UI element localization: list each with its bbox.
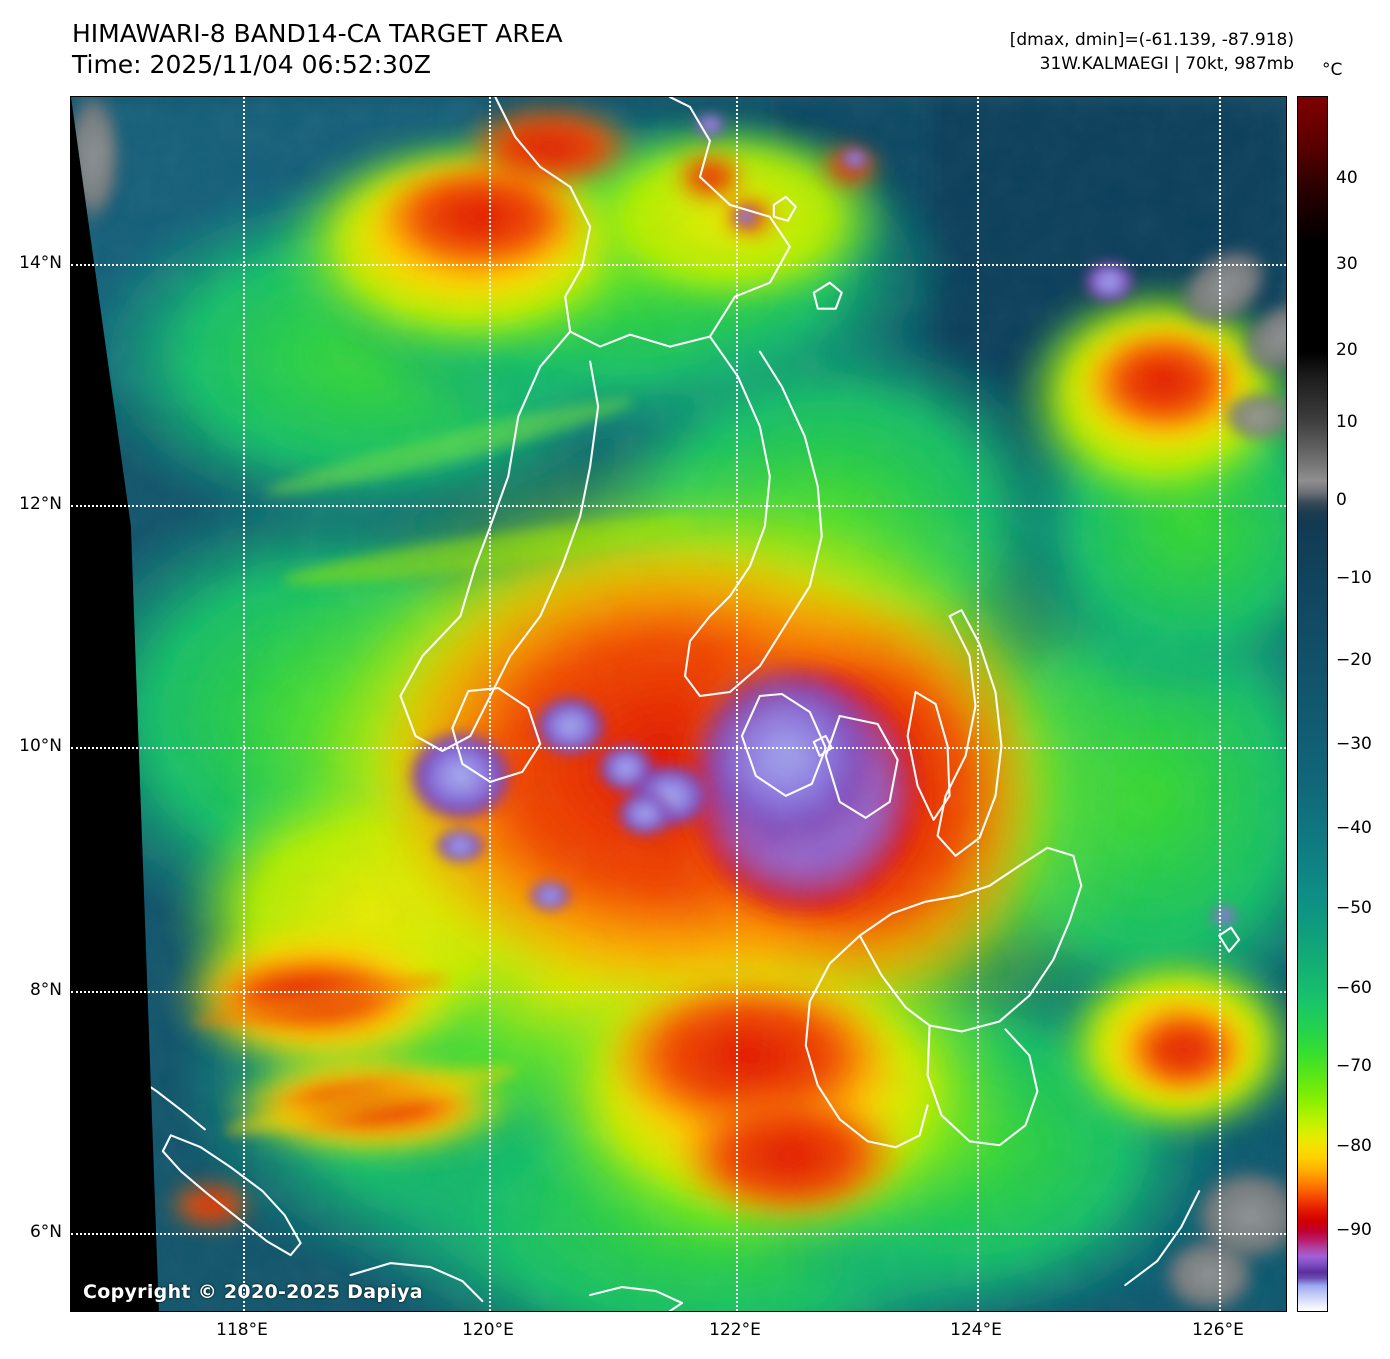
xtick-label-122: 122°E bbox=[709, 1320, 761, 1340]
xtick-label-124: 124°E bbox=[950, 1320, 1002, 1340]
colorbar-tick-m40: −40 bbox=[1336, 818, 1372, 838]
ytick-label-14: 14°N bbox=[19, 253, 62, 273]
data-range-label: [dmax, dmin]=(-61.139, -87.918) bbox=[1009, 30, 1294, 50]
product-title: HIMAWARI-8 BAND14-CA TARGET AREA bbox=[72, 19, 563, 48]
coastline-overlay bbox=[131, 97, 1241, 1311]
page-title: HIMAWARI-8 BAND14-CA TARGET AREA Time: 2… bbox=[72, 18, 563, 80]
colorbar-unit-label: °C bbox=[1322, 60, 1343, 80]
metadata-block: [dmax, dmin]=(-61.139, -87.918) 31W.KALM… bbox=[1010, 28, 1294, 76]
colorbar-tick-m20: −20 bbox=[1336, 650, 1372, 670]
colorbar-gradient bbox=[1298, 97, 1327, 1311]
colorbar-tick-40: 40 bbox=[1336, 168, 1358, 188]
colorbar-tick-10: 10 bbox=[1336, 412, 1358, 432]
brightness-temperature-heatmap bbox=[71, 97, 1286, 1311]
colorbar-tick-m30: −30 bbox=[1336, 734, 1372, 754]
colorbar-tick-m70: −70 bbox=[1336, 1056, 1372, 1076]
ytick-label-12: 12°N bbox=[19, 494, 62, 514]
colorbar-tick-m80: −80 bbox=[1336, 1136, 1372, 1156]
colorbar-tick-0: 0 bbox=[1336, 490, 1347, 510]
temperature-colorbar bbox=[1297, 96, 1328, 1312]
observation-time: Time: 2025/11/04 06:52:30Z bbox=[72, 50, 431, 79]
copyright-notice: Copyright © 2020-2025 Dapiya bbox=[83, 1281, 423, 1303]
ytick-label-6: 6°N bbox=[29, 1222, 62, 1242]
colorbar-tick-m50: −50 bbox=[1336, 898, 1372, 918]
xtick-label-118: 118°E bbox=[216, 1320, 268, 1340]
ytick-label-10: 10°N bbox=[19, 736, 62, 756]
colorbar-tick-20: 20 bbox=[1336, 340, 1358, 360]
colorbar-tick-30: 30 bbox=[1336, 254, 1358, 274]
xtick-label-120: 120°E bbox=[462, 1320, 514, 1340]
storm-info-label: 31W.KALMAEGI | 70kt, 987mb bbox=[1039, 54, 1294, 74]
satellite-imagery-panel[interactable]: Copyright © 2020-2025 Dapiya bbox=[70, 96, 1287, 1312]
colorbar-tick-m10: −10 bbox=[1336, 568, 1372, 588]
colorbar-tick-m60: −60 bbox=[1336, 978, 1372, 998]
colorbar-tick-m90: −90 bbox=[1336, 1220, 1372, 1240]
ytick-label-8: 8°N bbox=[29, 980, 62, 1000]
xtick-label-126: 126°E bbox=[1192, 1320, 1244, 1340]
